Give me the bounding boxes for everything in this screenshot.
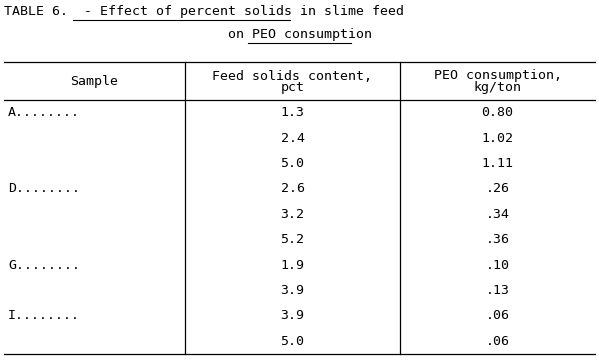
Text: 1.3: 1.3	[280, 106, 304, 119]
Text: pct: pct	[280, 82, 304, 94]
Text: Sample: Sample	[71, 74, 119, 87]
Text: A........: A........	[8, 106, 80, 119]
Text: 5.2: 5.2	[280, 233, 304, 246]
Text: Feed solids content,: Feed solids content,	[213, 69, 373, 82]
Text: 1.9: 1.9	[280, 258, 304, 272]
Text: .10: .10	[486, 258, 510, 272]
Text: TABLE 6.  - Effect of percent solids in slime feed: TABLE 6. - Effect of percent solids in s…	[4, 5, 404, 18]
Text: 1.02: 1.02	[482, 132, 513, 144]
Text: .34: .34	[486, 208, 510, 221]
Text: kg/ton: kg/ton	[473, 82, 522, 94]
Text: 3.2: 3.2	[280, 208, 304, 221]
Text: I........: I........	[8, 309, 80, 322]
Text: .36: .36	[486, 233, 510, 246]
Text: 3.9: 3.9	[280, 284, 304, 297]
Text: .06: .06	[486, 335, 510, 348]
Text: .13: .13	[486, 284, 510, 297]
Text: 5.0: 5.0	[280, 335, 304, 348]
Text: 2.4: 2.4	[280, 132, 304, 144]
Text: .26: .26	[486, 182, 510, 195]
Text: 1.11: 1.11	[482, 157, 513, 170]
Text: 2.6: 2.6	[280, 182, 304, 195]
Text: D........: D........	[8, 182, 80, 195]
Text: 0.80: 0.80	[482, 106, 513, 119]
Text: 5.0: 5.0	[280, 157, 304, 170]
Text: on PEO consumption: on PEO consumption	[228, 28, 371, 41]
Text: 3.9: 3.9	[280, 309, 304, 322]
Text: G........: G........	[8, 258, 80, 272]
Text: .06: .06	[486, 309, 510, 322]
Text: PEO consumption,: PEO consumption,	[434, 69, 561, 82]
